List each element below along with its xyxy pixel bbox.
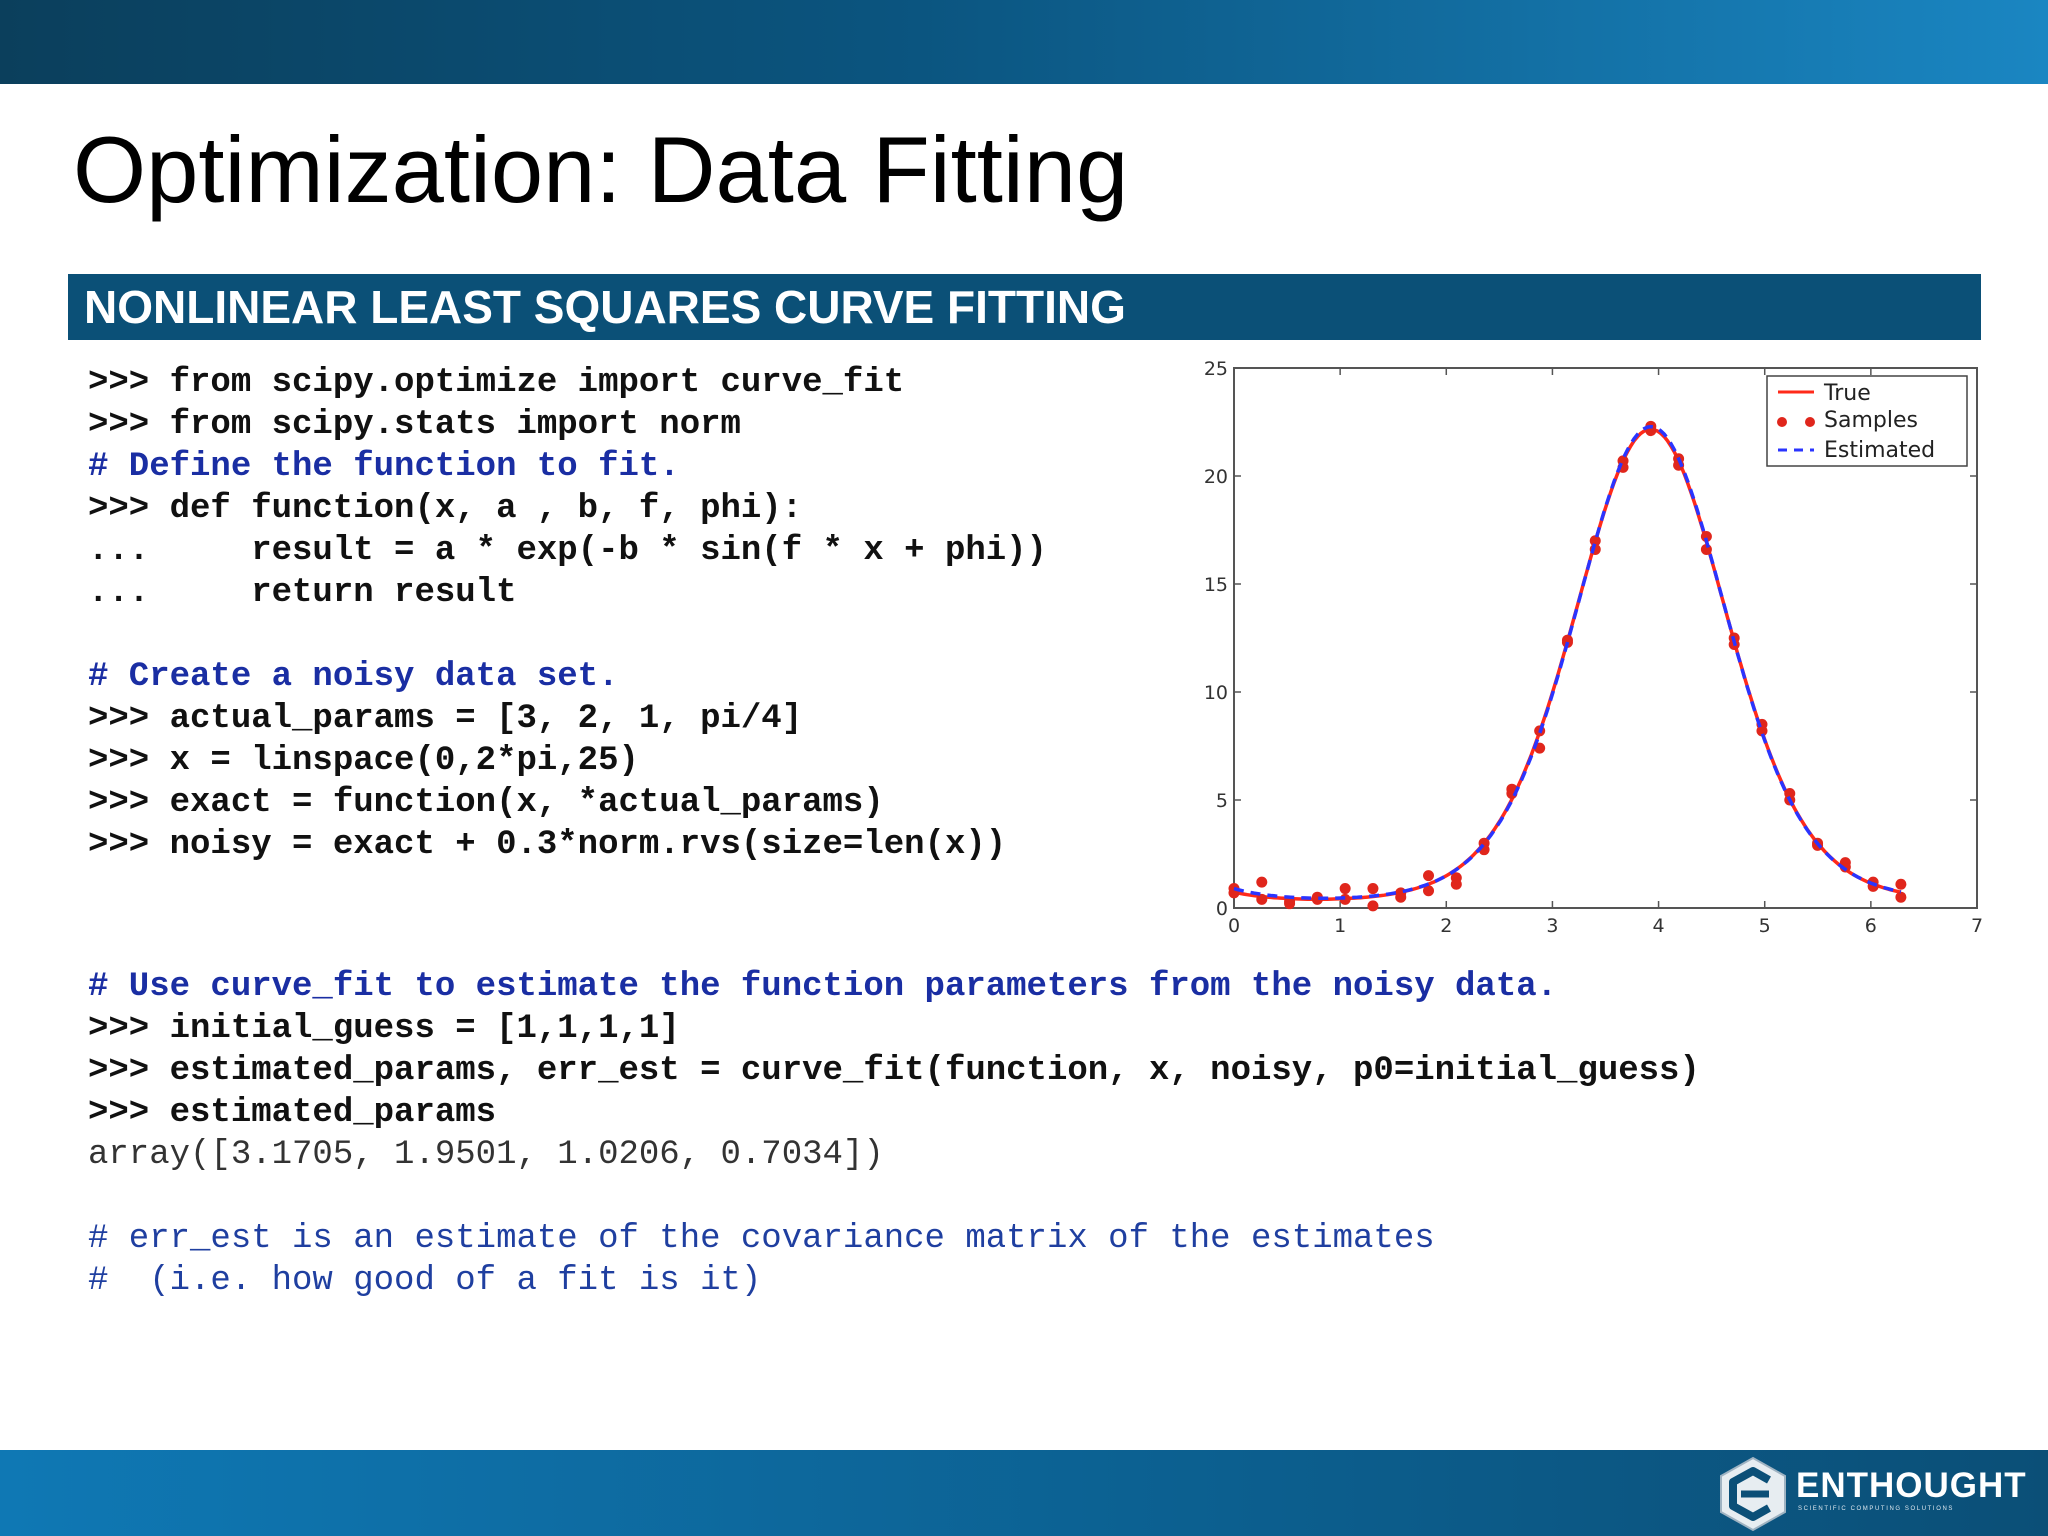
code-line: >>> x = linspace(0,2*pi,25) — [88, 742, 639, 780]
top-banner — [0, 0, 2048, 84]
code-line: # (i.e. how good of a fit is it) — [88, 1262, 762, 1300]
code-line: >>> from scipy.stats import norm — [88, 406, 741, 444]
y-tick-label: 0 — [1216, 898, 1228, 920]
sample-point — [1700, 530, 1712, 542]
legend-samples-label: Samples — [1824, 408, 1918, 433]
sample-point — [1895, 891, 1907, 903]
sample-point — [1423, 885, 1435, 897]
y-tick-label: 20 — [1204, 466, 1228, 488]
logo-tagline: SCIENTIFIC COMPUTING SOLUTIONS — [1798, 1506, 1955, 1512]
legend-true-label: True — [1823, 381, 1871, 406]
logo-wordmark: ENTHOUGHT — [1796, 1466, 2027, 1505]
legend-sample-dot — [1805, 417, 1815, 427]
enthought-logo: ENTHOUGHT SCIENTIFIC COMPUTING SOLUTIONS — [1712, 1452, 2048, 1536]
sample-point — [1756, 725, 1768, 737]
enthought-e-icon — [1720, 1456, 1786, 1532]
sample-point — [1589, 535, 1601, 547]
code-line: >>> from scipy.optimize import curve_fit — [88, 364, 905, 402]
x-tick-label: 7 — [1971, 915, 1983, 937]
code-line: # Create a noisy data set. — [88, 658, 619, 696]
code-line: array([3.1705, 1.9501, 1.0206, 0.7034]) — [88, 1136, 884, 1174]
sample-point — [1450, 878, 1462, 890]
y-tick-label: 25 — [1204, 358, 1228, 380]
x-tick-label: 2 — [1440, 915, 1452, 937]
section-header-bar: NONLINEAR LEAST SQUARES CURVE FITTING — [68, 274, 1981, 340]
sample-point — [1423, 870, 1435, 882]
code-block-notes: # err_est is an estimate of the covarian… — [88, 1218, 1435, 1302]
fit-chart: 0 1 2 3 4 5 6 7 0 5 10 15 20 25 True Samples Estimated — [1190, 346, 1990, 940]
x-tick-label: 3 — [1546, 915, 1558, 937]
sample-point — [1367, 883, 1379, 895]
x-tick-label: 4 — [1653, 915, 1665, 937]
code-block-noisy-data: # Create a noisy data set. >>> actual_par… — [88, 656, 1006, 866]
code-line: >>> exact = function(x, *actual_params) — [88, 784, 884, 822]
bottom-banner — [0, 1450, 2048, 1536]
code-line: ... return result — [88, 574, 517, 612]
x-tick-label: 5 — [1759, 915, 1771, 937]
x-tick-label: 1 — [1334, 915, 1346, 937]
sample-point — [1339, 883, 1351, 895]
code-line: >>> initial_guess = [1,1,1,1] — [88, 1010, 680, 1048]
code-line: # Use curve_fit to estimate the function… — [88, 968, 1558, 1006]
sample-point — [1284, 898, 1296, 910]
code-line: >>> estimated_params, err_est = curve_fi… — [88, 1052, 1700, 1090]
y-tick-label: 10 — [1204, 682, 1228, 704]
y-tick-label: 15 — [1204, 574, 1228, 596]
sample-point — [1256, 893, 1268, 905]
slide-title: Optimization: Data Fitting — [73, 117, 1129, 222]
code-line: # Define the function to fit. — [88, 448, 680, 486]
legend-estimated-label: Estimated — [1824, 438, 1935, 463]
code-line: >>> noisy = exact + 0.3*norm.rvs(size=le… — [88, 826, 1007, 864]
code-line: >>> estimated_params — [88, 1094, 497, 1132]
sample-point — [1228, 883, 1240, 895]
sample-point — [1784, 788, 1796, 800]
code-line: >>> def function(x, a , b, f, phi): — [88, 490, 803, 528]
section-title: NONLINEAR LEAST SQUARES CURVE FITTING — [84, 281, 1126, 333]
series-estimated-line — [1233, 424, 1902, 901]
code-line: # err_est is an estimate of the covarian… — [88, 1220, 1435, 1258]
sample-point — [1367, 900, 1379, 912]
code-line: ... result = a * exp(-b * sin(f * x + ph… — [88, 532, 1047, 570]
legend-sample-dot — [1777, 417, 1787, 427]
code-block-curve-fit: # Use curve_fit to estimate the function… — [88, 966, 1700, 1176]
sample-point — [1839, 861, 1851, 873]
y-tick-label: 5 — [1216, 790, 1228, 812]
x-tick-label: 0 — [1228, 915, 1240, 937]
x-tick-label: 6 — [1865, 915, 1877, 937]
sample-point — [1256, 876, 1268, 888]
code-line: >>> actual_params = [3, 2, 1, pi/4] — [88, 700, 803, 738]
code-block-imports: >>> from scipy.optimize import curve_fit… — [88, 362, 1047, 614]
sample-point — [1895, 878, 1907, 890]
